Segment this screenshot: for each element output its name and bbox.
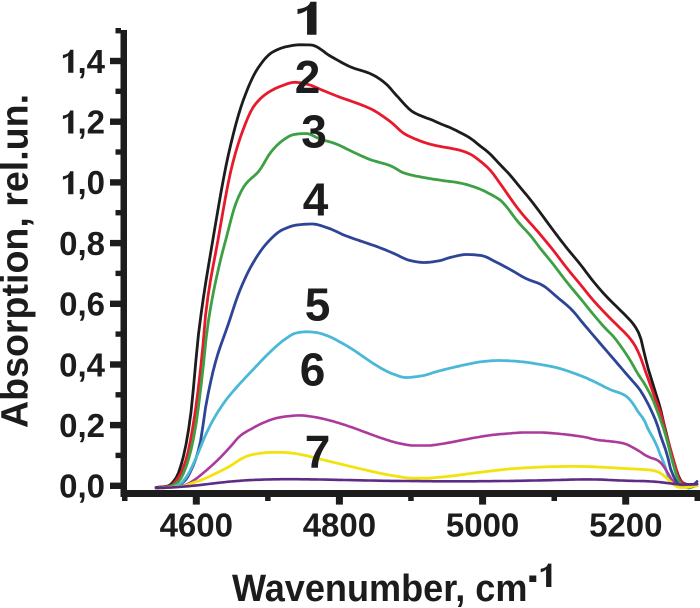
svg-text:3: 3 bbox=[301, 106, 327, 158]
svg-text:0,2: 0,2 bbox=[59, 407, 105, 444]
svg-text:2: 2 bbox=[295, 51, 321, 103]
svg-text:0,6: 0,6 bbox=[59, 286, 105, 323]
svg-text:,2: ,2 bbox=[77, 104, 105, 141]
svg-text:4: 4 bbox=[303, 174, 329, 226]
svg-text:0,4: 0,4 bbox=[59, 346, 106, 383]
svg-text:7: 7 bbox=[305, 426, 331, 478]
svg-text:5: 5 bbox=[305, 279, 331, 331]
svg-text:Wavenumber, cm: Wavenumber, cm bbox=[232, 566, 527, 608]
svg-text:5000: 5000 bbox=[446, 507, 519, 544]
svg-text:4600: 4600 bbox=[160, 507, 233, 544]
svg-text:Absorption, rel.un.: Absorption, rel.un. bbox=[0, 94, 36, 428]
svg-text:,0: ,0 bbox=[77, 164, 105, 201]
svg-text:,4: ,4 bbox=[77, 43, 105, 80]
svg-text:0,0: 0,0 bbox=[59, 468, 105, 505]
svg-text:6: 6 bbox=[300, 344, 326, 396]
svg-text:0,8: 0,8 bbox=[59, 225, 105, 262]
svg-text:5200: 5200 bbox=[589, 507, 662, 544]
svg-text:4800: 4800 bbox=[303, 507, 376, 544]
